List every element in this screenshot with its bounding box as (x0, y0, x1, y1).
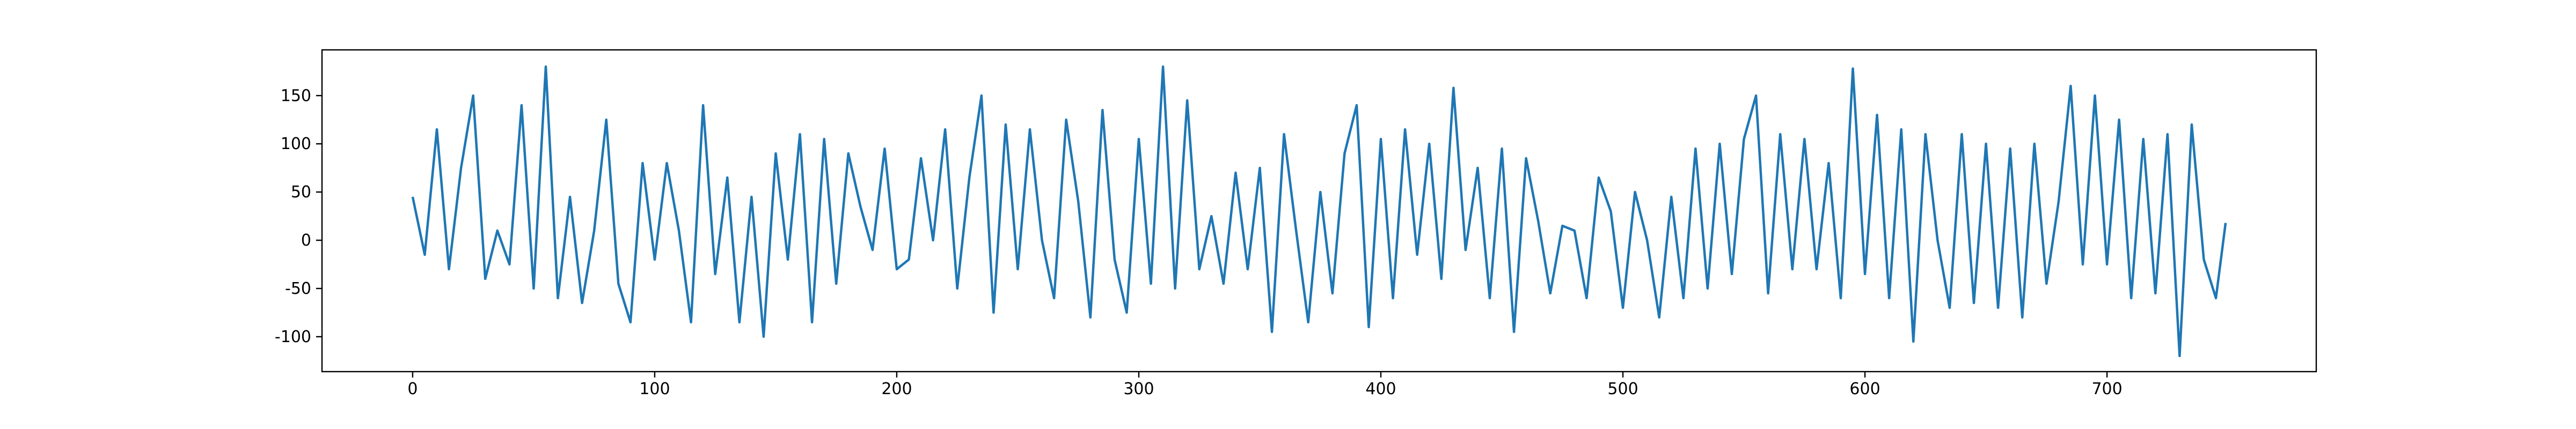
y-tick-label: 0 (301, 231, 311, 250)
x-tick-label: 200 (881, 380, 912, 398)
y-tick-label: 100 (281, 135, 311, 153)
data-line (411, 65, 2227, 358)
plot-frame (321, 49, 2317, 373)
y-tick-label: 50 (291, 183, 311, 202)
x-tick-label: 0 (407, 380, 418, 398)
x-tick-label: 100 (639, 380, 670, 398)
y-tick-label: -100 (275, 328, 311, 346)
x-tick-label: 400 (1365, 380, 1396, 398)
y-tick-label: 150 (281, 86, 311, 105)
x-tick-label: 500 (1607, 380, 1638, 398)
x-tick-label: 300 (1123, 380, 1154, 398)
x-tick-label: 700 (2091, 380, 2122, 398)
y-tick-label: -50 (285, 279, 311, 298)
x-tick-label: 600 (1849, 380, 1880, 398)
